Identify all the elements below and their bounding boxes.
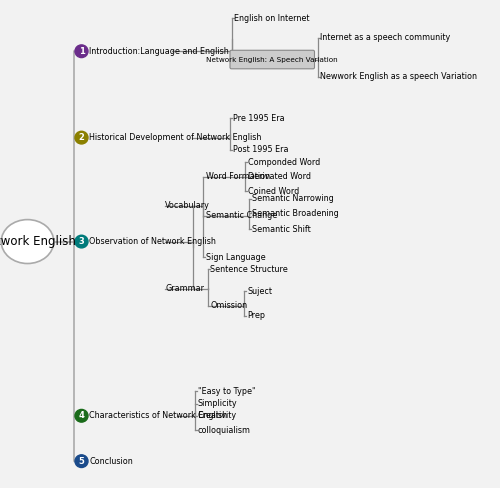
Ellipse shape [1, 220, 54, 264]
Text: Sign Language: Sign Language [206, 253, 265, 262]
Text: Semantic Narrowing: Semantic Narrowing [252, 194, 334, 203]
Text: Derivated Word: Derivated Word [248, 172, 310, 181]
Text: Suject: Suject [247, 287, 272, 296]
Circle shape [75, 235, 88, 248]
Text: 1: 1 [78, 47, 84, 56]
Text: Network English: A Speech Variation: Network English: A Speech Variation [206, 57, 338, 62]
FancyBboxPatch shape [230, 50, 314, 69]
Circle shape [75, 131, 88, 144]
Text: 5: 5 [78, 457, 84, 466]
Text: Semantic Change: Semantic Change [206, 211, 277, 220]
Text: Prep: Prep [247, 311, 265, 320]
Text: Semantic Broadening: Semantic Broadening [252, 209, 339, 218]
Text: 2: 2 [78, 133, 84, 142]
Text: "Easy to Type": "Easy to Type" [198, 387, 256, 396]
Text: Conclusion: Conclusion [89, 457, 133, 466]
Text: Creativity: Creativity [198, 411, 237, 420]
Text: Coined Word: Coined Word [248, 187, 299, 196]
Text: Characteristics of Network English: Characteristics of Network English [89, 411, 227, 420]
Text: Simplicity: Simplicity [198, 399, 237, 408]
Text: Internet as a speech community: Internet as a speech community [320, 33, 451, 42]
Text: Pre 1995 Era: Pre 1995 Era [233, 114, 284, 122]
Text: Componded Word: Componded Word [248, 158, 320, 166]
Text: colloquialism: colloquialism [198, 426, 251, 435]
Text: Vocabulary: Vocabulary [165, 202, 210, 210]
Text: Network English: Network English [0, 235, 76, 248]
Text: Post 1995 Era: Post 1995 Era [233, 145, 288, 154]
Circle shape [75, 409, 88, 422]
Text: 4: 4 [78, 411, 84, 420]
Text: Semantic Shift: Semantic Shift [252, 225, 311, 234]
Text: English on Internet: English on Internet [234, 14, 310, 22]
Text: Newwork English as a speech Variation: Newwork English as a speech Variation [320, 72, 478, 81]
Text: Historical Development of Network English: Historical Development of Network Englis… [89, 133, 262, 142]
Text: Introduction:Language and English: Introduction:Language and English [89, 47, 229, 56]
Text: Word Formation: Word Formation [206, 172, 270, 181]
Circle shape [75, 45, 88, 58]
Text: Sentence Structure: Sentence Structure [210, 265, 288, 274]
Text: Grammar: Grammar [165, 285, 204, 293]
Text: Observation of Network English: Observation of Network English [89, 237, 216, 246]
Text: Omission: Omission [210, 302, 248, 310]
Circle shape [75, 455, 88, 468]
Text: 3: 3 [78, 237, 84, 246]
